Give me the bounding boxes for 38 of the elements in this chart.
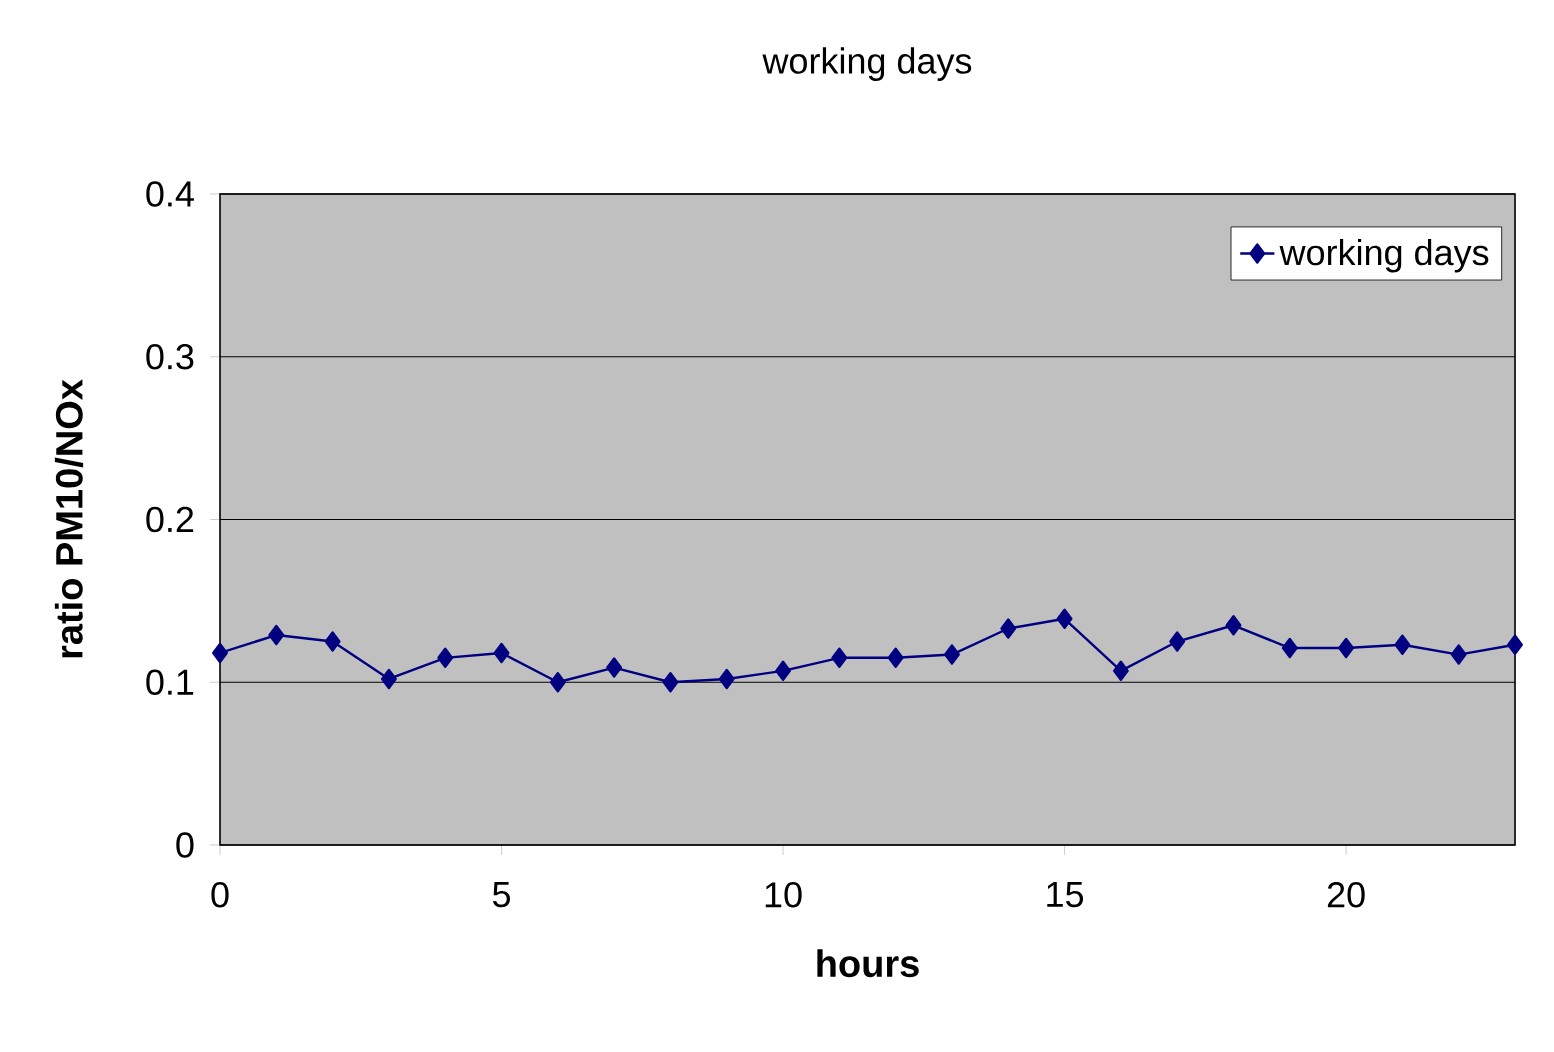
point xyxy=(268,624,285,646)
point xyxy=(1450,644,1467,665)
point xyxy=(1281,637,1298,659)
point xyxy=(775,660,791,682)
point xyxy=(212,642,228,664)
y-tick-label: 0 xyxy=(176,832,194,858)
x-tick-label: 15 xyxy=(1047,882,1084,908)
y-tick-label: 0.1 xyxy=(146,669,194,695)
x-tick-label: 20 xyxy=(1327,882,1365,908)
point xyxy=(1394,634,1411,656)
y-tick-label: 0.2 xyxy=(146,506,194,533)
point xyxy=(437,647,454,669)
y-tick-label: 0.3 xyxy=(146,343,194,370)
x-tick-label: 0 xyxy=(211,882,229,908)
point xyxy=(1112,660,1129,682)
y-axis-title: ratio PM10/NOx xyxy=(54,379,84,658)
x-axis-title: hours xyxy=(817,949,919,978)
point xyxy=(831,647,848,669)
x-tick-label: 5 xyxy=(492,882,511,908)
y-tick-label: 0.4 xyxy=(146,181,194,207)
point xyxy=(1507,634,1523,656)
point xyxy=(1338,637,1355,659)
point xyxy=(606,657,623,678)
point xyxy=(549,672,566,693)
point xyxy=(1225,615,1242,636)
point xyxy=(662,672,679,693)
point xyxy=(887,647,904,669)
point xyxy=(380,668,397,690)
point xyxy=(493,642,510,664)
point xyxy=(944,644,960,665)
point xyxy=(1056,608,1073,629)
point xyxy=(1169,631,1186,652)
legend-label: working days xyxy=(1279,238,1489,273)
chart-title: working days xyxy=(762,47,972,81)
x-tick-label: 10 xyxy=(765,882,802,908)
point xyxy=(324,631,341,652)
point xyxy=(1000,618,1017,639)
point xyxy=(718,668,735,690)
